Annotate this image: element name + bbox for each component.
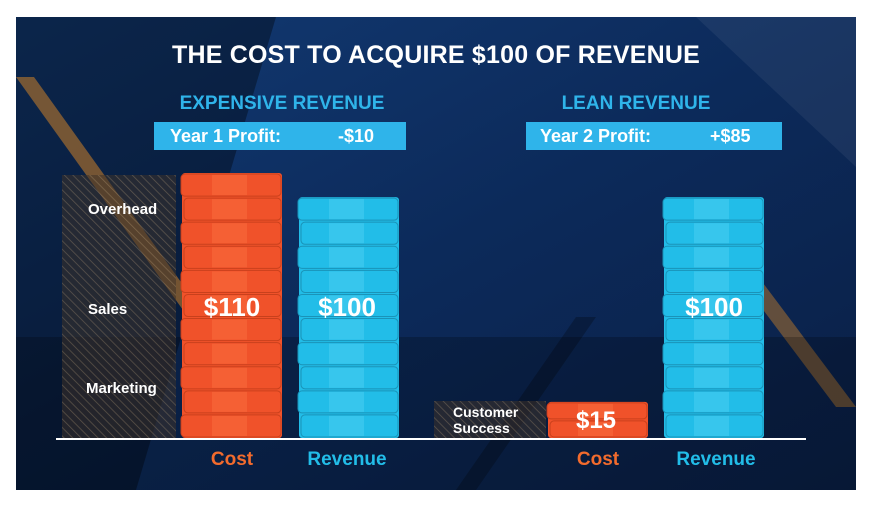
coin-highlight: [212, 343, 247, 364]
coin: [662, 245, 764, 269]
right-profit-value: +$85: [710, 126, 751, 146]
coin: [180, 269, 282, 293]
slide-title: THE COST TO ACQUIRE $100 OF REVENUE: [172, 41, 700, 69]
coin: [665, 269, 764, 293]
bar-right-revenue: [662, 197, 764, 438]
chart-canvas: [56, 173, 806, 440]
coin-highlight: [694, 415, 729, 436]
x-label-left-revenue: Revenue: [307, 449, 387, 470]
coin: [297, 342, 399, 366]
left-profit-value: -$10: [338, 126, 375, 146]
left-heading: EXPENSIVE REVENUE: [179, 93, 385, 114]
coin: [549, 420, 648, 438]
coin-highlight: [212, 415, 247, 436]
coin-highlight: [212, 367, 247, 388]
bar-label-right-revenue: $100: [685, 292, 743, 322]
light-corner-right: [576, 17, 856, 167]
coin: [183, 245, 282, 269]
coin-highlight: [329, 271, 364, 292]
coin-highlight: [212, 295, 247, 316]
coin: [665, 318, 764, 342]
coin: [183, 197, 282, 221]
x-label-left-cost: Cost: [210, 449, 254, 470]
coin-highlight: [212, 175, 247, 196]
coin: [297, 245, 399, 269]
coin-highlight: [329, 247, 364, 268]
coin: [180, 318, 282, 342]
segment-label-sales: Sales: [88, 301, 128, 318]
coin: [665, 221, 764, 245]
coin: [183, 390, 282, 414]
coin: [180, 221, 282, 245]
coin: [300, 366, 399, 390]
coin-highlight: [694, 367, 729, 388]
coin: [300, 221, 399, 245]
coin-highlight: [694, 271, 729, 292]
coin-highlight: [329, 319, 364, 340]
bar-right-cost: [546, 401, 648, 438]
bar-left-revenue: [297, 197, 399, 438]
coin: [180, 414, 282, 438]
coin-highlight: [329, 295, 364, 316]
coin-highlight: [329, 367, 364, 388]
coin-highlight: [212, 391, 247, 412]
coin-highlight: [694, 391, 729, 412]
segment-label-customer-success: Customer Success: [453, 404, 519, 436]
coin-highlight: [329, 391, 364, 412]
coin-highlight: [694, 343, 729, 364]
bar-label-right-cost: $15: [575, 407, 617, 434]
coin-highlight: [694, 247, 729, 268]
bar-label-left-revenue: $100: [318, 292, 376, 322]
coin: [180, 173, 282, 197]
coin-highlight: [578, 421, 613, 436]
coin: [297, 197, 399, 221]
right-profit-box: Year 2 Profit: +$85: [526, 122, 782, 150]
coin-highlight: [212, 223, 247, 244]
left-profit-box: Year 1 Profit: -$10: [154, 122, 406, 150]
coin-highlight: [694, 199, 729, 220]
bar-label-left-cost: $110: [203, 292, 261, 322]
segment-label-overhead: Overhead: [88, 201, 158, 218]
coin: [662, 390, 764, 414]
coin: [300, 269, 399, 293]
segment-label-marketing: Marketing: [86, 380, 157, 397]
right-heading: LEAN REVENUE: [561, 93, 711, 114]
label-strip-right: [434, 401, 546, 438]
coin-highlight: [212, 247, 247, 268]
coin-highlight: [212, 319, 247, 340]
coin: [662, 342, 764, 366]
coin-highlight: [329, 415, 364, 436]
coin: [180, 366, 282, 390]
coin: [297, 390, 399, 414]
x-label-right-revenue: Revenue: [676, 449, 756, 470]
left-profit-label: Year 1 Profit:: [170, 126, 282, 146]
coin: [662, 197, 764, 221]
x-label-right-cost: Cost: [576, 449, 620, 470]
coin-highlight: [578, 403, 613, 418]
coin-highlight: [329, 223, 364, 244]
coin: [546, 402, 648, 420]
coin-highlight: [212, 271, 247, 292]
coin: [183, 293, 282, 318]
coin-highlight: [212, 199, 247, 220]
coin-highlight: [694, 223, 729, 244]
bar-left-cost: [180, 173, 282, 438]
coin: [662, 293, 764, 318]
coin-highlight: [694, 295, 729, 316]
coin-highlight: [329, 199, 364, 220]
coin: [665, 414, 764, 438]
coin: [297, 293, 399, 318]
coin: [300, 318, 399, 342]
slide: THE COST TO ACQUIRE $100 OF REVENUE EXPE…: [16, 17, 856, 490]
label-strip-left: [62, 175, 176, 438]
coin-highlight: [694, 319, 729, 340]
coin: [665, 366, 764, 390]
coin-highlight: [329, 343, 364, 364]
coin: [300, 414, 399, 438]
coin: [183, 342, 282, 366]
right-profit-label: Year 2 Profit:: [540, 126, 652, 146]
